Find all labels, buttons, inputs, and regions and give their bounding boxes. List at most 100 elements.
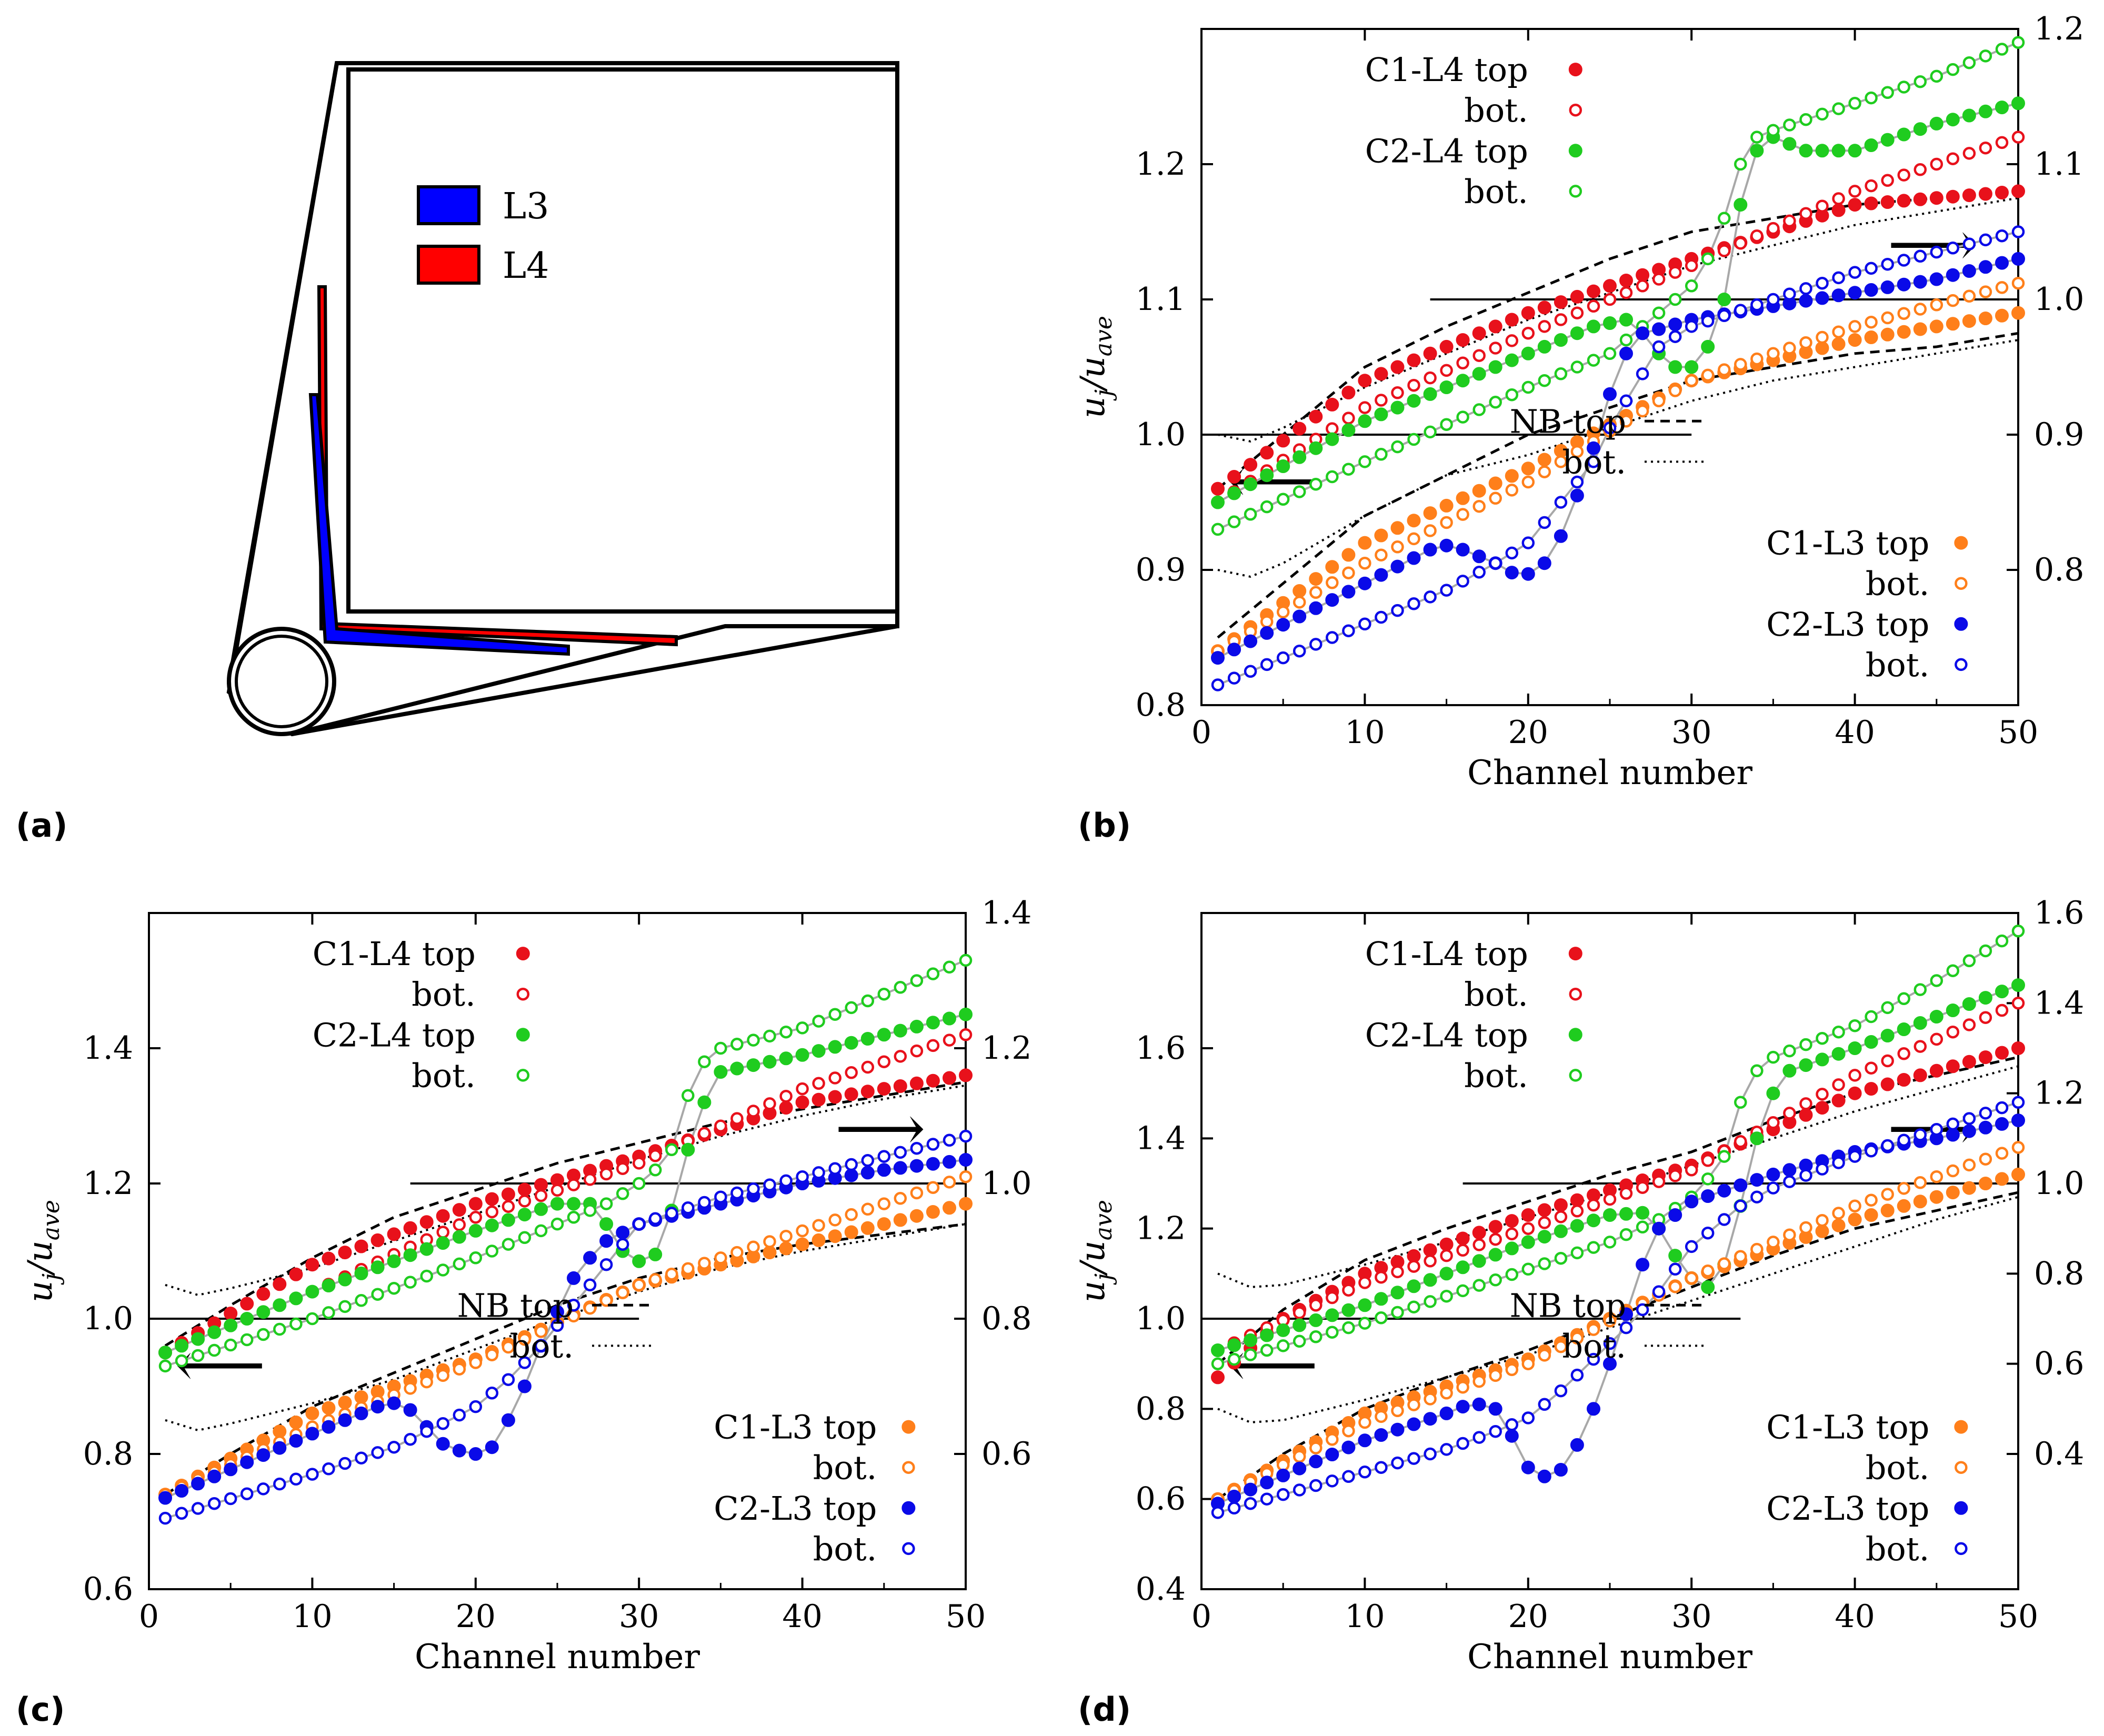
- panel-b-c1-l4-bot-point: [1375, 394, 1388, 407]
- panel-c-c2-l3-top-point: [338, 1413, 352, 1427]
- panel-b-c2-l3-bot-point: [1962, 237, 1976, 250]
- panel-c-c1-l3-top-point: [959, 1197, 973, 1211]
- panel-c-c2-l4-top-point: [370, 1260, 385, 1275]
- panel-d-c2-l3-bot-point: [1750, 1190, 1764, 1203]
- panel-c-c2-l4-top-point: [207, 1325, 222, 1339]
- panel-b-legend-l4-marker: [1569, 103, 1582, 117]
- panel-d-c2-l3-bot-point: [1848, 1150, 1861, 1163]
- panel-d-c2-l4-top-point: [1358, 1298, 1372, 1312]
- panel-d-c1-l3-bot-point: [1293, 1450, 1306, 1463]
- panel-d-c2-l3-bot-point: [1456, 1437, 1469, 1450]
- panel-d-c2-l3-bot-point: [1767, 1181, 1780, 1195]
- panel-c-c1-l4-bot-point: [910, 1044, 924, 1058]
- panel-c-c2-l3-top-point: [501, 1413, 515, 1427]
- panel-c-c1-l3-bot-point: [796, 1224, 809, 1238]
- panel-b-c1-l4-top-point: [1260, 446, 1274, 460]
- panel-b-c2-l4-bot-point: [1554, 367, 1568, 380]
- panel-c-c1-l4-top-point: [305, 1258, 319, 1272]
- panel-c-c1-l3-top-point: [305, 1406, 319, 1420]
- chart-panel-b: 0 10 20 30 40 50 0.8 0.9 1.0 1.1 1.2 0.8 0.9 1.0 1.1 1.…: [1074, 11, 2084, 792]
- schematic-l3-strip: [308, 393, 570, 656]
- panel-c-c2-l4-bot-point: [355, 1294, 368, 1307]
- panel-b-c2-l3-bot-point: [1734, 304, 1747, 317]
- panel-b-c1-l4-bot-point: [1995, 136, 2009, 149]
- panel-d-c1-l3-top-point: [1995, 1172, 2009, 1186]
- panel-d-c2-l4-top-point: [1341, 1303, 1356, 1317]
- panel-c-c2-l3-top-point: [305, 1427, 319, 1441]
- panel-b-c2-l3-top-point: [1815, 291, 1829, 305]
- panel-b-c1-l3-top-point: [2011, 306, 2025, 320]
- panel-c-c1-l4-top-point: [795, 1095, 809, 1109]
- panel-d-c2-l3-bot-point: [1538, 1398, 1551, 1411]
- panel-b-c2-l4-bot-point: [1668, 293, 1682, 306]
- panel-c-c2-l3-top-point: [256, 1448, 270, 1462]
- panel-d-c2-l3-top-point: [1276, 1468, 1290, 1482]
- panel-b-c2-l3-bot-point: [1946, 242, 1960, 255]
- panel-c-c2-l3-top-point: [273, 1441, 287, 1455]
- panel-d-c2-l4-top-point: [1293, 1318, 1307, 1332]
- panel-d-c1-l3-bot-point: [1521, 1357, 1535, 1370]
- panel-b-c1-l3-top-point: [1848, 333, 1862, 347]
- panel-d-c1-l4-bot-point: [1946, 1025, 1960, 1039]
- panel-d-c1-l3-bot-point: [1946, 1164, 1960, 1178]
- panel-c-c1-l4-top-point: [256, 1287, 270, 1301]
- panel-d-legend-l3-marker: [1954, 1501, 1968, 1515]
- panel-d-c1-l4-bot-point: [1897, 1047, 1910, 1060]
- panel-d-c1-l4-bot-point: [1881, 1054, 1894, 1068]
- panel-c-c2-l3-bot-point: [730, 1186, 744, 1200]
- panel-d-c1-l4-bot-point: [1440, 1249, 1453, 1262]
- panel-d-c1-l4-top-point: [1962, 1055, 1976, 1069]
- panel-b-c2-l3-bot-point: [1636, 367, 1649, 380]
- panel-d-c1-l4-bot-point: [1407, 1260, 1420, 1273]
- panel-d-y-left-tick-label: 1.2: [1136, 1210, 1186, 1247]
- panel-b-c2-l4-bot-point: [1946, 63, 1960, 76]
- panel-b-c2-l4-bot-point: [1440, 418, 1453, 431]
- panel-b-c2-l3-top-point: [1799, 294, 1813, 308]
- panel-d-c1-l4-bot-point: [1456, 1243, 1469, 1257]
- panel-d-c1-l3-bot-point: [1407, 1398, 1420, 1411]
- panel-b-c2-l4-bot-point: [2011, 36, 2025, 49]
- panel-c-c1-l3-bot-point: [845, 1208, 858, 1221]
- panel-d-c2-l3-top-point: [1701, 1189, 1715, 1203]
- panel-c-c1-l3-bot-point: [714, 1251, 727, 1265]
- panel-d-c2-l4-bot-point: [1570, 1246, 1584, 1260]
- panel-c-c2-l3-top-point: [550, 1305, 564, 1319]
- panel-d-c2-l4-top-point: [1831, 1047, 1846, 1061]
- panel-c-c1-l4-top-point: [354, 1239, 368, 1253]
- panel-b-c1-l4-bot-series: [1211, 131, 2025, 509]
- panel-d-c2-l4-top-point: [1766, 1086, 1780, 1100]
- panel-c-c1-l4-bot-point: [632, 1157, 646, 1170]
- panel-b-c1-l4-bot-point: [1783, 214, 1796, 228]
- panel-c-c1-l4-bot-point: [812, 1077, 825, 1090]
- panel-label-d: (d): [1078, 1690, 1131, 1729]
- panel-b-c2-l3-top-point: [1880, 280, 1895, 294]
- panel-b-c1-l4-bot-point: [1489, 342, 1502, 355]
- panel-c-c1-l3-bot-point: [698, 1257, 711, 1270]
- panel-c-c2-l4-bot-point: [257, 1328, 270, 1341]
- panel-d-c1-l4-top-point: [1537, 1203, 1551, 1217]
- panel-d-c1-l3-bot-point: [1554, 1340, 1568, 1353]
- panel-b-c2-l4-top-point: [1521, 346, 1535, 360]
- panel-c-c2-l4-top-point: [795, 1048, 809, 1062]
- panel-b-c1-l4-bot-point: [1358, 401, 1371, 414]
- panel-d-legend-l4-marker: [1569, 987, 1582, 1001]
- panel-d-c1-l3-bot-point: [1342, 1424, 1355, 1438]
- panel-d-c2-l3-bot-point: [1342, 1470, 1355, 1483]
- panel-c-c1-l4-top-point: [828, 1090, 842, 1104]
- panel-b-c2-l4-top-point: [1946, 113, 1960, 127]
- panel-c-c2-l4-bot-point: [567, 1211, 580, 1224]
- panel-d-c1-l3-bot-point: [1995, 1147, 2009, 1160]
- panel-b-legend-l4-marker: [1568, 63, 1582, 77]
- panel-c-y-axis-title-div: /u: [21, 1240, 60, 1277]
- panel-c-c2-l4-bot-point: [273, 1322, 286, 1336]
- panel-b-legend-l3-label: bot.: [1866, 565, 1930, 603]
- panel-d-c2-l3-bot-point: [1603, 1337, 1617, 1350]
- panel-d-c1-l4-bot-point: [1767, 1116, 1780, 1129]
- panel-d-c2-l4-top-point: [1554, 1224, 1568, 1238]
- panel-b-c1-l3-bot-point: [1718, 363, 1731, 376]
- panel-b-c1-l3-bot-point: [1848, 320, 1861, 333]
- panel-b-c1-l4-bot-point: [1799, 207, 1812, 220]
- panel-d-c1-l4-bot-point: [1685, 1163, 1698, 1177]
- panel-b-c1-l4-top-point: [1603, 279, 1617, 293]
- panel-c-c2-l4-bot-series: [158, 954, 973, 1373]
